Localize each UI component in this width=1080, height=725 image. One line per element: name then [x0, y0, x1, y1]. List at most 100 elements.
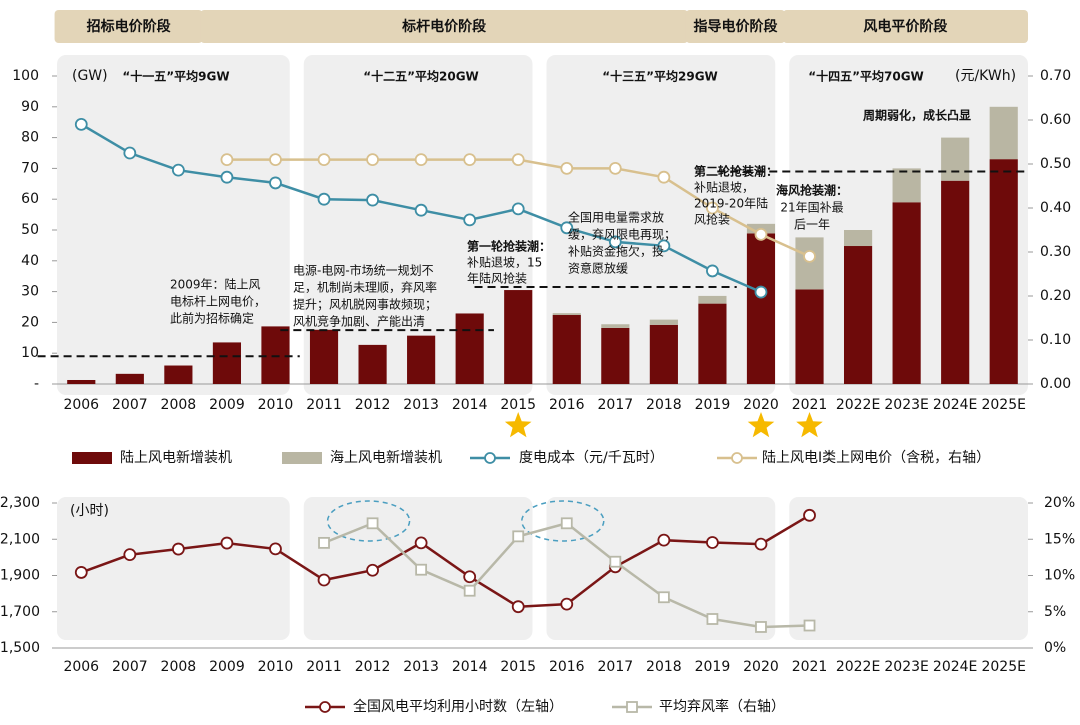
point-marker [657, 170, 671, 184]
annotation: 资意愿放缓 [568, 261, 628, 276]
x-tick-label: 2010 [258, 397, 294, 413]
legend-marker [731, 452, 743, 464]
point-marker [755, 621, 767, 633]
y2-tick-label: 0% [1044, 640, 1066, 656]
bar [649, 324, 678, 384]
x-tick-label: 2013 [403, 659, 439, 675]
y2-unit-label: (元/KWh) [955, 68, 1016, 84]
annotation: 提升；风机脱网事故频现； [293, 297, 437, 312]
point-marker [657, 239, 671, 253]
annotation: 补贴资金拖欠，投 [568, 244, 664, 259]
y2-tick-label: 0.30 [1040, 244, 1071, 260]
bar [941, 137, 970, 181]
y-tick-label: 2,100 [0, 531, 40, 547]
y-tick-label: 1,500 [0, 640, 40, 656]
bar [795, 237, 824, 290]
annotation: 风机竞争加剧、产能出清 [293, 315, 425, 329]
legend-label: 全国风电平均利用小时数（左轴） [353, 698, 563, 715]
y-tick-label: 80 [21, 130, 39, 146]
annotation: 足，机制尚未理顺，弃风率 [293, 280, 437, 295]
y-tick-label: 60 [21, 191, 39, 207]
annotation: 21年国补最 [780, 201, 843, 215]
y-tick-label: - [34, 376, 39, 392]
annotation: 缓，弃风限电再现； [568, 227, 676, 242]
point-marker [220, 153, 234, 167]
x-tick-label: 2025E [981, 659, 1025, 675]
point-marker [706, 536, 719, 549]
phase-label: 招标电价阶段 [87, 18, 171, 35]
x-tick-label: 2016 [549, 659, 585, 675]
annotation: “十四五”平均70GW [808, 69, 924, 84]
bar [407, 335, 436, 384]
x-tick-label: 2011 [306, 397, 342, 413]
point-marker [560, 161, 574, 175]
point-marker [511, 202, 525, 216]
y-tick-label: 40 [21, 253, 39, 269]
point-marker [803, 508, 816, 522]
phase-label: 标杆电价阶段 [401, 18, 486, 35]
point-marker [366, 517, 379, 530]
annotation: “十二五”平均20GW [363, 69, 479, 84]
point-marker [511, 153, 525, 167]
point-marker [123, 548, 137, 562]
point-marker [463, 570, 477, 584]
point-marker [123, 146, 137, 160]
x-tick-label: 2016 [549, 397, 585, 413]
annotation: 此前为招标确定 [170, 311, 254, 326]
bar [358, 344, 387, 384]
point-marker [415, 563, 428, 576]
point-marker [463, 153, 477, 167]
bar [941, 180, 970, 384]
point-marker [754, 537, 768, 551]
bar [601, 327, 630, 384]
annotation: 风抢装 [694, 212, 730, 227]
y-tick-label: 10 [21, 345, 39, 361]
legend-label: 平均弃风率（右轴） [659, 698, 785, 715]
legend-label: 陆上风电I类上网电价（含税，右轴） [762, 450, 990, 466]
point-marker [318, 536, 330, 549]
y-unit-label: (小时) [70, 503, 109, 519]
x-tick-label: 2006 [63, 397, 99, 413]
annotation: 补贴退坡， [694, 181, 754, 195]
bar [212, 342, 242, 384]
x-tick-label: 2008 [161, 397, 197, 413]
point-marker [706, 201, 719, 215]
annotation: 2009年：陆上风 [170, 277, 261, 292]
bar [261, 326, 290, 384]
point-marker [171, 163, 185, 177]
x-tick-label: 2009 [209, 397, 245, 413]
annotation: 第一轮抢装潮： [467, 239, 551, 254]
phase-box [54, 10, 203, 43]
y-tick-label: 1,900 [0, 568, 40, 584]
x-tick-label: 2025E [981, 397, 1025, 413]
phase-box [200, 10, 689, 43]
x-tick-label: 2006 [63, 659, 99, 675]
highlight-ellipse [326, 500, 411, 542]
series-line [80, 514, 811, 608]
x-tick-label: 2007 [112, 397, 148, 413]
phase-box [685, 10, 786, 43]
bar [455, 313, 484, 384]
point-marker [608, 161, 622, 175]
point-marker [512, 530, 525, 543]
phase-label: 指导电价阶段 [693, 18, 777, 35]
x-tick-label: 2015 [500, 659, 536, 675]
highlight-star [796, 412, 823, 438]
bar [504, 290, 533, 384]
y-unit-label: (GW) [72, 68, 108, 84]
bar [746, 233, 776, 384]
y-tick-label: 50 [21, 222, 39, 238]
y2-tick-label: 0.60 [1040, 112, 1071, 128]
point-marker [657, 591, 670, 604]
x-tick-label: 2021 [792, 659, 828, 675]
point-marker [414, 153, 428, 167]
x-tick-label: 2024E [933, 659, 977, 675]
point-marker [220, 536, 234, 550]
point-marker [74, 118, 88, 131]
x-tick-label: 2023E [884, 659, 928, 675]
point-marker [706, 613, 719, 625]
x-tick-label: 2015 [500, 397, 536, 413]
x-tick-label: 2011 [306, 659, 342, 675]
annotation: 周期弱化，成长凸显 [863, 108, 971, 123]
highlight-star [747, 412, 775, 438]
